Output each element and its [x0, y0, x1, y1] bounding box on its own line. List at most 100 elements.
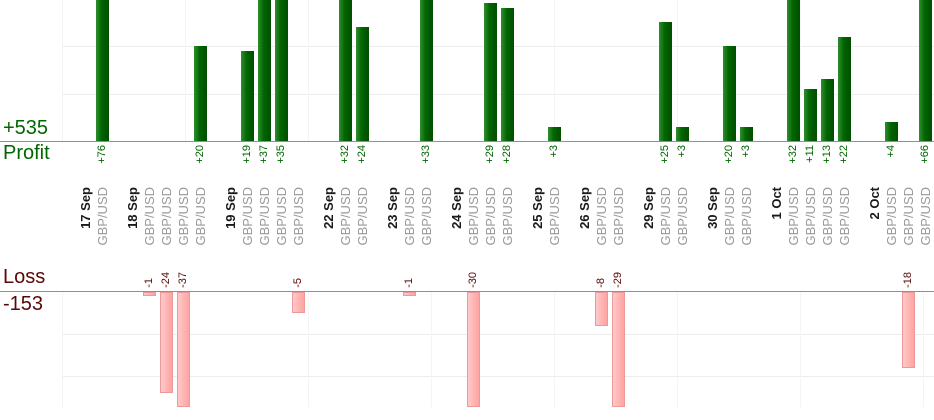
profit-bar — [257, 0, 271, 141]
date-label: 26 Sep — [576, 187, 592, 229]
symbol-label: GBP/USD — [401, 187, 417, 246]
profit-plot-area — [62, 0, 934, 141]
profit-bar — [338, 0, 352, 141]
symbol-label: GBP/USD — [721, 187, 737, 246]
profit-bar — [547, 126, 561, 141]
date-label: 25 Sep — [529, 187, 545, 229]
profit-value-label: +11 — [803, 145, 816, 163]
date-label: 24 Sep — [448, 187, 464, 229]
loss-bar — [142, 292, 156, 297]
profit-axis-title: Profit — [3, 142, 50, 164]
symbol-label: GBP/USD — [175, 187, 191, 246]
symbol-label: GBP/USD — [337, 187, 353, 246]
v-gridline — [431, 292, 432, 407]
loss-bar — [291, 292, 305, 313]
symbol-label: GBP/USD — [836, 187, 852, 246]
profit-bar — [658, 22, 672, 141]
symbol-label: GBP/USD — [273, 187, 289, 246]
profit-bar — [820, 79, 834, 141]
date-label: 30 Sep — [704, 187, 720, 229]
profit-value-label: +37 — [257, 145, 270, 164]
profit-value-label: +20 — [722, 145, 735, 164]
profit-bar — [274, 0, 288, 141]
h-gridline — [62, 46, 934, 47]
date-label: 2 Oct — [866, 187, 882, 220]
profit-value-label: +76 — [95, 145, 108, 164]
date-label: 18 Sep — [124, 187, 140, 229]
loss-value-label: -5 — [291, 278, 304, 288]
profit-bar — [240, 50, 254, 141]
profit-value-label: +22 — [837, 145, 850, 164]
symbol-label: GBP/USD — [94, 187, 110, 246]
h-gridline — [62, 334, 934, 335]
date-label: 23 Sep — [384, 187, 400, 229]
profit-bar — [918, 0, 932, 141]
profit-value-label: +4 — [884, 145, 897, 158]
profit-value-label: +3 — [675, 145, 688, 158]
symbol-label: GBP/USD — [158, 187, 174, 246]
profit-bar — [95, 0, 109, 141]
loss-plot-area — [62, 292, 934, 407]
v-gridline — [677, 292, 678, 407]
v-gridline — [677, 0, 678, 141]
profit-value-label: +3 — [739, 145, 752, 158]
loss-bar — [402, 292, 416, 297]
symbol-label: GBP/USD — [418, 187, 434, 246]
profit-value-label: +66 — [918, 145, 931, 164]
profit-bar — [739, 126, 753, 141]
loss-bar — [176, 292, 190, 407]
profit-bar — [419, 0, 433, 141]
profit-value-label: +20 — [193, 145, 206, 164]
date-label: 17 Sep — [77, 187, 93, 229]
loss-axis-title: Loss — [3, 266, 46, 288]
profit-bar — [837, 36, 851, 141]
profit-value-label: +32 — [338, 145, 351, 164]
h-gridline — [62, 376, 934, 377]
loss-bar — [901, 292, 915, 368]
loss-total-label: -153 — [3, 293, 44, 315]
v-gridline — [185, 0, 186, 141]
profit-value-labels: +76 +20 +19 +37 +35 +32 +24 +33 +29 +28 +3 +25 +3 +20… — [0, 145, 934, 187]
date-label: 1 Oct — [768, 187, 784, 220]
symbol-label: GBP/USD — [239, 187, 255, 246]
v-gridline — [62, 292, 63, 407]
v-gridline — [554, 0, 555, 141]
profit-value-label: +25 — [658, 145, 671, 164]
profit-value-label: +24 — [355, 145, 368, 164]
symbol-label: GBP/USD — [546, 187, 562, 246]
symbol-label: GBP/USD — [883, 187, 899, 246]
symbol-label: GBP/USD — [354, 187, 370, 246]
symbol-label: GBP/USD — [465, 187, 481, 246]
profit-bar — [483, 3, 497, 141]
loss-axis-line — [0, 291, 934, 292]
profit-bar — [722, 46, 736, 141]
profit-value-label: +28 — [500, 145, 513, 164]
symbol-label: GBP/USD — [917, 187, 933, 246]
loss-bar — [611, 292, 625, 407]
profit-value-label: +13 — [820, 145, 833, 164]
symbol-label: GBP/USD — [192, 187, 208, 246]
loss-value-label: -8 — [594, 278, 607, 288]
loss-value-label: -37 — [176, 272, 189, 288]
loss-bar — [466, 292, 480, 407]
v-gridline — [308, 292, 309, 407]
profit-value-label: +19 — [240, 145, 253, 164]
profit-value-label: +32 — [786, 145, 799, 164]
loss-bar — [159, 292, 173, 393]
symbol-label: GBP/USD — [499, 187, 515, 246]
symbol-label: GBP/USD — [141, 187, 157, 246]
loss-value-label: -24 — [159, 272, 172, 288]
loss-bar — [594, 292, 608, 326]
profit-total-label: +535 — [3, 117, 49, 139]
symbol-label: GBP/USD — [657, 187, 673, 246]
profit-bar — [675, 126, 689, 141]
symbol-label: GBP/USD — [482, 187, 498, 246]
v-gridline — [308, 0, 309, 141]
symbol-label: GBP/USD — [819, 187, 835, 246]
profit-axis-line — [0, 141, 934, 142]
profit-value-label: +29 — [483, 145, 496, 164]
loss-value-label: -29 — [611, 272, 624, 288]
loss-value-label: -30 — [466, 272, 479, 288]
profit-bar — [884, 122, 898, 141]
